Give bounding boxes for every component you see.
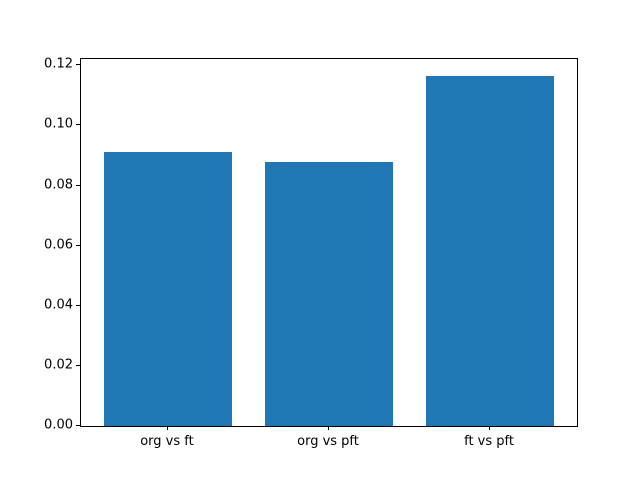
x-tick-label-org-vs-pft: org vs pft [297, 434, 359, 449]
bar-ft-vs-pft [425, 76, 555, 426]
bar-org-vs-pft [264, 162, 394, 426]
y-tick-label: 0.02 [44, 357, 73, 373]
y-tick-label: 0.08 [44, 177, 73, 193]
y-tick-mark [76, 364, 80, 366]
y-tick-mark [76, 425, 80, 426]
x-tick-mark [489, 426, 491, 430]
bar-org-vs-ft [103, 151, 233, 426]
y-tick-mark [76, 184, 80, 186]
x-tick-label-org-vs-ft: org vs ft [140, 434, 194, 449]
y-tick-label: 0.10 [44, 116, 73, 132]
y-tick-mark [76, 244, 80, 246]
y-tick-mark [76, 64, 80, 66]
y-tick-mark [76, 124, 80, 126]
y-tick-label: 0.12 [44, 56, 73, 72]
y-tick-label: 0.06 [44, 237, 73, 253]
y-tick-label: 0.04 [44, 297, 73, 313]
x-tick-label-ft-vs-pft: ft vs pft [464, 434, 514, 449]
y-tick-label: 0.00 [44, 417, 73, 433]
plot-area [80, 58, 578, 427]
y-tick-mark [76, 304, 80, 306]
x-tick-mark [166, 426, 168, 430]
x-tick-mark [328, 426, 329, 430]
